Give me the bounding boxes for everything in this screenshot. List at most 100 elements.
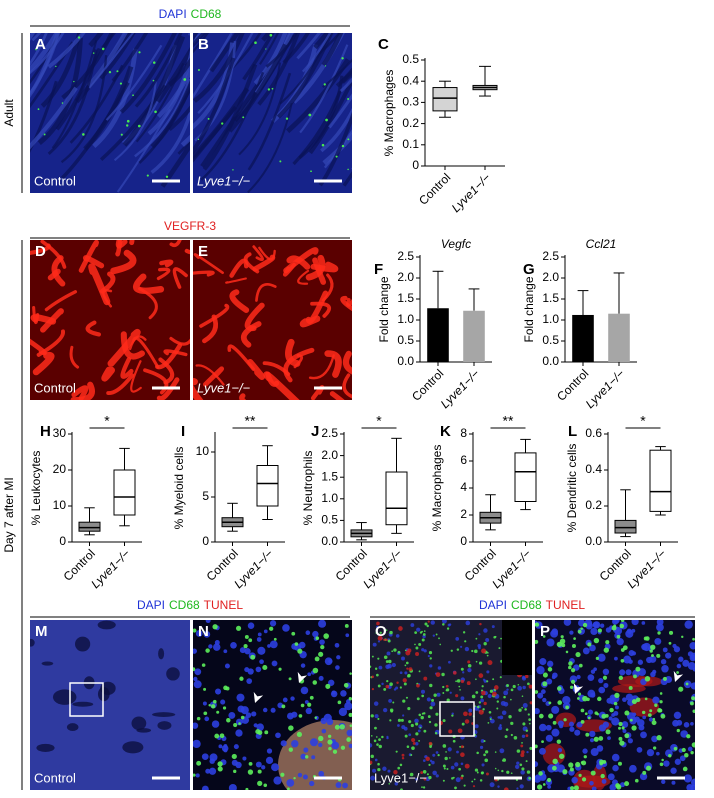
- box: [514, 452, 537, 502]
- cell: [193, 680, 202, 689]
- cell: [193, 739, 201, 749]
- cell: [478, 633, 481, 636]
- cell: [568, 661, 573, 666]
- y-tick-label: 1.5: [397, 291, 414, 305]
- vessel: [308, 354, 335, 380]
- stain-name: DAPI: [137, 598, 165, 612]
- lumen: [30, 638, 35, 647]
- cell: [305, 755, 309, 759]
- cell: [468, 712, 472, 716]
- cell: [296, 731, 303, 738]
- y-tick-label: 1.5: [542, 291, 559, 305]
- cell: [641, 710, 646, 715]
- cell: [670, 767, 677, 774]
- cell: [594, 711, 598, 715]
- vessel: [44, 290, 78, 312]
- cell: [651, 735, 658, 743]
- cell: [542, 635, 546, 638]
- cell: [427, 715, 431, 718]
- cell: [561, 643, 566, 648]
- cell: [321, 728, 327, 734]
- y-tick-label: 1.0: [542, 312, 559, 326]
- cell: [375, 736, 378, 738]
- cell: [436, 692, 441, 697]
- cell: [521, 695, 524, 697]
- cell: [427, 654, 430, 658]
- cell: [335, 665, 340, 670]
- fiber: [30, 33, 61, 96]
- cell: [404, 664, 407, 667]
- cell: [560, 635, 564, 639]
- fiber: [168, 57, 190, 87]
- y-tick-label: 0.0: [397, 354, 414, 368]
- cell: [429, 664, 433, 668]
- cell: [568, 721, 575, 727]
- significance: **: [503, 413, 514, 429]
- cell: [537, 692, 544, 699]
- cell: [542, 783, 546, 786]
- cell: [559, 638, 566, 645]
- cell: [611, 717, 620, 726]
- cell: [587, 642, 592, 647]
- cell: [547, 667, 553, 672]
- cell: [599, 759, 604, 765]
- cell: [668, 630, 674, 635]
- cell: [686, 734, 691, 739]
- cell: [232, 169, 234, 171]
- fiber: [119, 33, 178, 114]
- vessel: [130, 360, 142, 393]
- cell: [373, 701, 379, 706]
- cell: [622, 645, 628, 651]
- cell: [517, 683, 520, 686]
- cell: [288, 747, 293, 752]
- cell: [508, 715, 512, 719]
- lumen: [41, 661, 54, 666]
- panel-letter: E: [198, 243, 208, 260]
- cell: [423, 649, 427, 653]
- vessel: [252, 245, 264, 262]
- vessel: [101, 366, 116, 382]
- y-tick-label: 10: [196, 444, 210, 458]
- cell: [137, 124, 141, 128]
- cell: [418, 642, 422, 646]
- cell: [224, 663, 230, 669]
- cell: [516, 761, 520, 765]
- cell: [548, 713, 554, 719]
- vessel: [120, 357, 134, 379]
- cell: [601, 779, 607, 784]
- y-tick-label: 0.0: [542, 354, 559, 368]
- cell: [248, 761, 253, 766]
- cell: [226, 718, 231, 723]
- x-tick-label: Lyve1−/−: [88, 546, 133, 591]
- cell: [370, 775, 376, 781]
- cell: [665, 652, 672, 659]
- cell: [447, 747, 452, 752]
- cell: [286, 778, 295, 787]
- cell: [243, 644, 248, 649]
- cell: [262, 707, 268, 713]
- cell: [442, 764, 446, 768]
- fiber: [177, 139, 190, 155]
- cell: [247, 769, 254, 775]
- cell: [397, 766, 401, 770]
- inset-box: [69, 682, 104, 717]
- cell: [593, 637, 600, 644]
- vessel: [156, 377, 180, 400]
- cell: [650, 671, 656, 678]
- fiber: [30, 33, 65, 75]
- y-axis-label: % Leukocytes: [29, 451, 43, 526]
- cell: [614, 692, 620, 699]
- cell: [526, 751, 529, 754]
- cell: [287, 787, 290, 790]
- panel-letter: M: [35, 623, 48, 640]
- cell: [420, 771, 424, 774]
- cell: [275, 732, 281, 739]
- cell: [649, 649, 653, 653]
- cell: [467, 667, 472, 673]
- cell: [452, 776, 455, 779]
- cell: [603, 647, 610, 653]
- fiber: [382, 0, 427, 42]
- cell: [298, 641, 306, 649]
- cell: [487, 694, 492, 699]
- box: [614, 519, 637, 534]
